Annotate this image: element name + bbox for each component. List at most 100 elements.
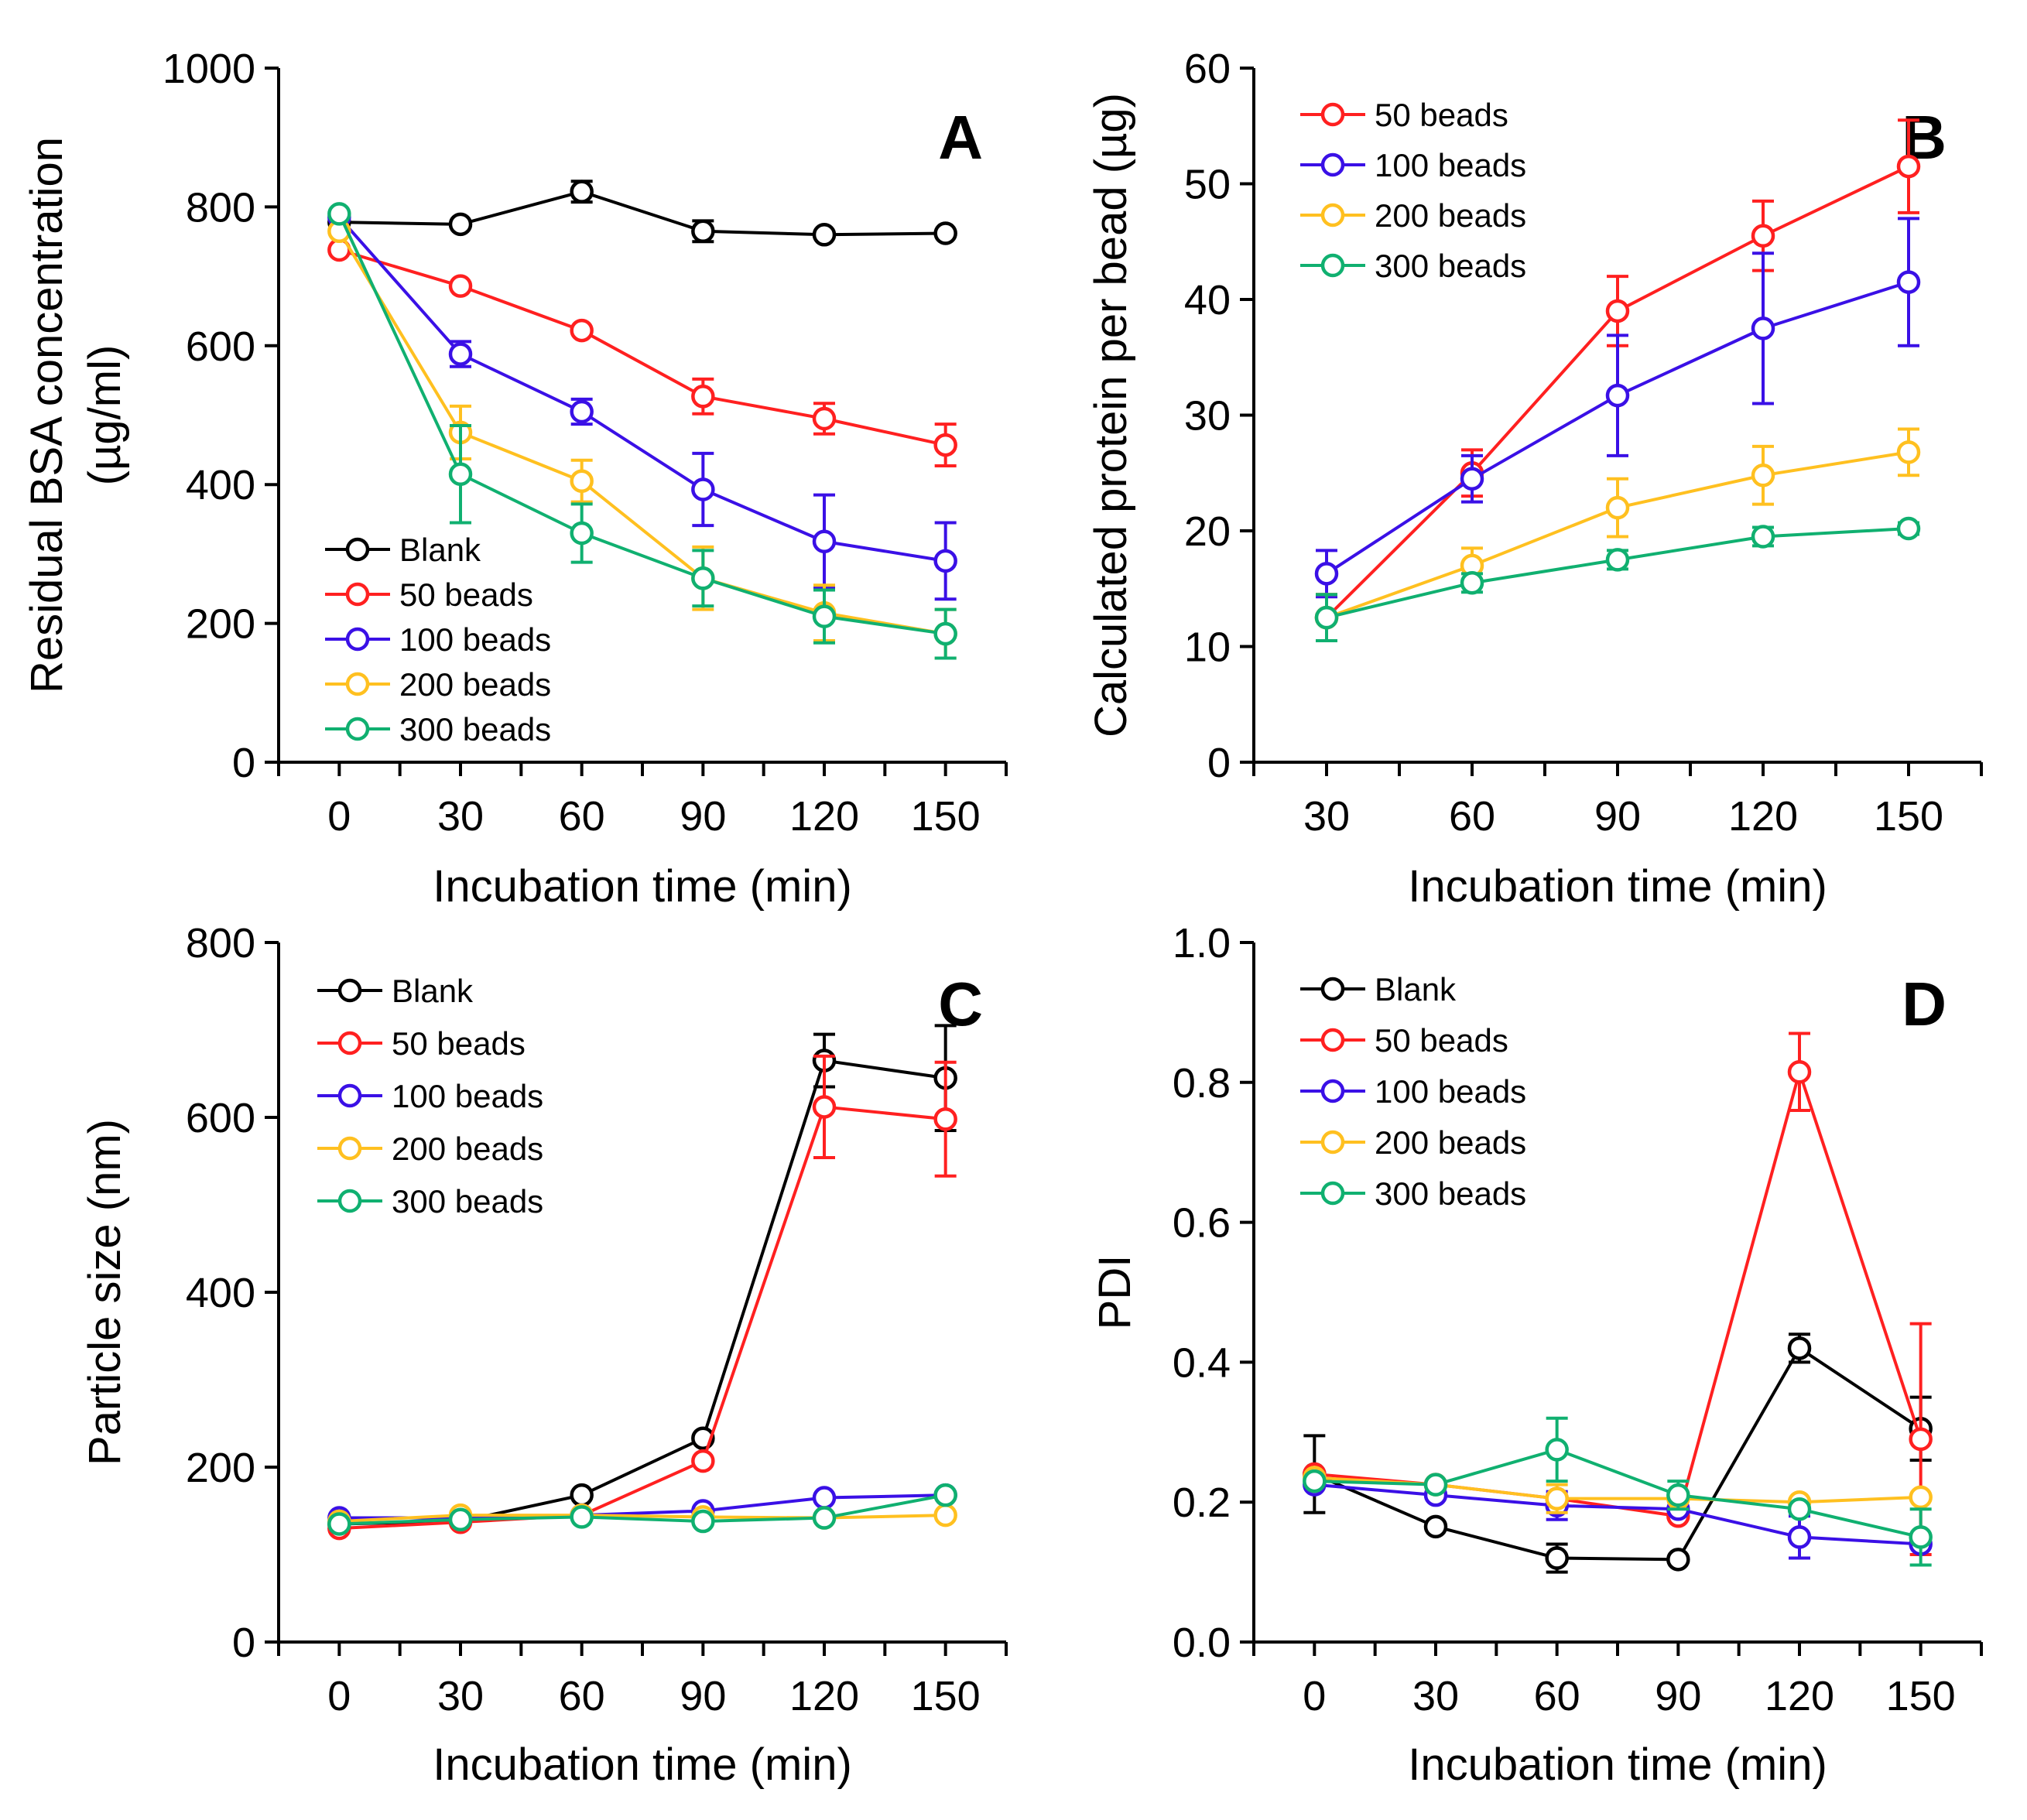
series-300-beads [327, 1483, 957, 1536]
legend-marker [345, 627, 370, 652]
data-point [1314, 562, 1339, 586]
data-point [570, 180, 594, 204]
series-300-beads [1303, 1416, 1933, 1567]
x-tick-label: 30 [1303, 793, 1350, 840]
data-point [1896, 270, 1921, 294]
series-line [339, 1493, 947, 1526]
series-line [1314, 1483, 1921, 1546]
legend-entry: Blank [317, 973, 474, 1009]
data-point [812, 1095, 837, 1119]
data-point [691, 219, 715, 244]
data-point [570, 318, 594, 343]
data-point [570, 469, 594, 493]
series-line [339, 1105, 946, 1531]
data-point [1787, 1497, 1812, 1521]
data-point [812, 406, 837, 431]
data-point [1666, 1483, 1690, 1507]
y-axis-title: (µg/ml) [80, 345, 130, 486]
data-point [691, 1449, 715, 1473]
x-tick-label: 60 [559, 793, 605, 840]
panel-b: 0 10 20 30 40 50 60 30 60 90 120 150 Incubation time… [1086, 46, 1983, 912]
legend-entry: 200 beads [325, 666, 551, 703]
data-point [1896, 440, 1921, 464]
legend-entry: 50 beads [1300, 97, 1508, 133]
series-line [1313, 1346, 1922, 1562]
data-point [570, 1483, 594, 1507]
legend-entry: 50 beads [325, 576, 533, 613]
series-line [339, 1514, 946, 1524]
y-axis-title: Calculated protein per bead (µg) [1086, 93, 1136, 737]
legend-entry: 300 beads [1300, 1175, 1526, 1212]
x-tick-label: 90 [1655, 1673, 1701, 1719]
legend-marker [1320, 977, 1345, 1001]
data-point [1787, 1059, 1812, 1084]
panel-letter: A [938, 103, 983, 172]
data-point [448, 1507, 473, 1532]
legend-marker [1320, 152, 1345, 177]
y-tick-label: 200 [186, 601, 255, 648]
series-300-beads [1314, 516, 1921, 643]
legend-entry: 100 beads [1300, 1073, 1526, 1110]
data-point [691, 477, 715, 501]
x-axis-title: Incubation time (min) [1408, 1740, 1827, 1790]
legend-marker [337, 1083, 362, 1108]
legend-entry: 300 beads [317, 1183, 543, 1220]
x-tick-label: 60 [1534, 1673, 1580, 1719]
legend-entry: 50 beads [317, 1025, 526, 1062]
legend-entry: Blank [1300, 971, 1457, 1008]
legend-entry: Blank [325, 532, 481, 568]
legend-marker [337, 1136, 362, 1161]
x-tick-label: 30 [437, 793, 484, 840]
x-tick-label: 120 [789, 793, 859, 840]
y-tick-label: 0.6 [1173, 1200, 1231, 1247]
data-point [1605, 495, 1630, 520]
data-point [1460, 571, 1484, 595]
data-point [933, 1107, 957, 1131]
y-tick-label: 0.2 [1173, 1480, 1231, 1526]
x-tick-label: 150 [911, 793, 981, 840]
y-tick-label: 0 [232, 740, 255, 786]
legend-label: 200 beads [392, 1131, 543, 1167]
legend-entry: 100 beads [325, 621, 551, 658]
legend-label: 100 beads [1375, 147, 1526, 183]
legend-marker [1320, 203, 1345, 228]
y-tick-label: 400 [186, 1270, 255, 1316]
legend-marker [345, 717, 370, 741]
x-axis-title: Incubation time (min) [1408, 861, 1827, 912]
data-point [1909, 1485, 1933, 1510]
data-point [933, 1483, 957, 1507]
y-tick-label: 50 [1184, 162, 1231, 208]
data-point [570, 399, 594, 424]
legend-label: 50 beads [392, 1025, 526, 1062]
y-axis-title: PDI [1090, 1255, 1140, 1330]
series-line [339, 190, 946, 237]
data-point [1545, 1546, 1569, 1570]
data-point [1751, 525, 1775, 549]
x-tick-label: 60 [1449, 793, 1495, 840]
data-point [812, 223, 837, 247]
data-point [1423, 1514, 1448, 1539]
legend-label: 300 beads [399, 711, 551, 748]
series-line [337, 216, 946, 563]
data-point [1605, 299, 1630, 323]
data-point [933, 221, 957, 245]
x-tick-label: 150 [1874, 793, 1943, 840]
x-tick-label: 60 [559, 1673, 605, 1719]
data-point [812, 1486, 837, 1510]
y-tick-label: 0.8 [1173, 1060, 1231, 1107]
data-point [933, 1503, 957, 1528]
legend-entry: 300 beads [325, 711, 551, 748]
data-point [1896, 154, 1921, 179]
legend-label: 50 beads [399, 576, 533, 613]
y-tick-label: 0 [232, 1620, 255, 1666]
legend-marker [345, 537, 370, 562]
series-300-beads [327, 202, 957, 660]
legend-label: 100 beads [399, 621, 551, 658]
x-tick-label: 150 [911, 1673, 981, 1719]
data-point [1787, 1336, 1812, 1360]
legend-label: 100 beads [1375, 1073, 1526, 1110]
legend-label: 200 beads [1375, 1124, 1526, 1161]
data-point [691, 566, 715, 590]
legend-entry: 100 beads [317, 1078, 543, 1114]
